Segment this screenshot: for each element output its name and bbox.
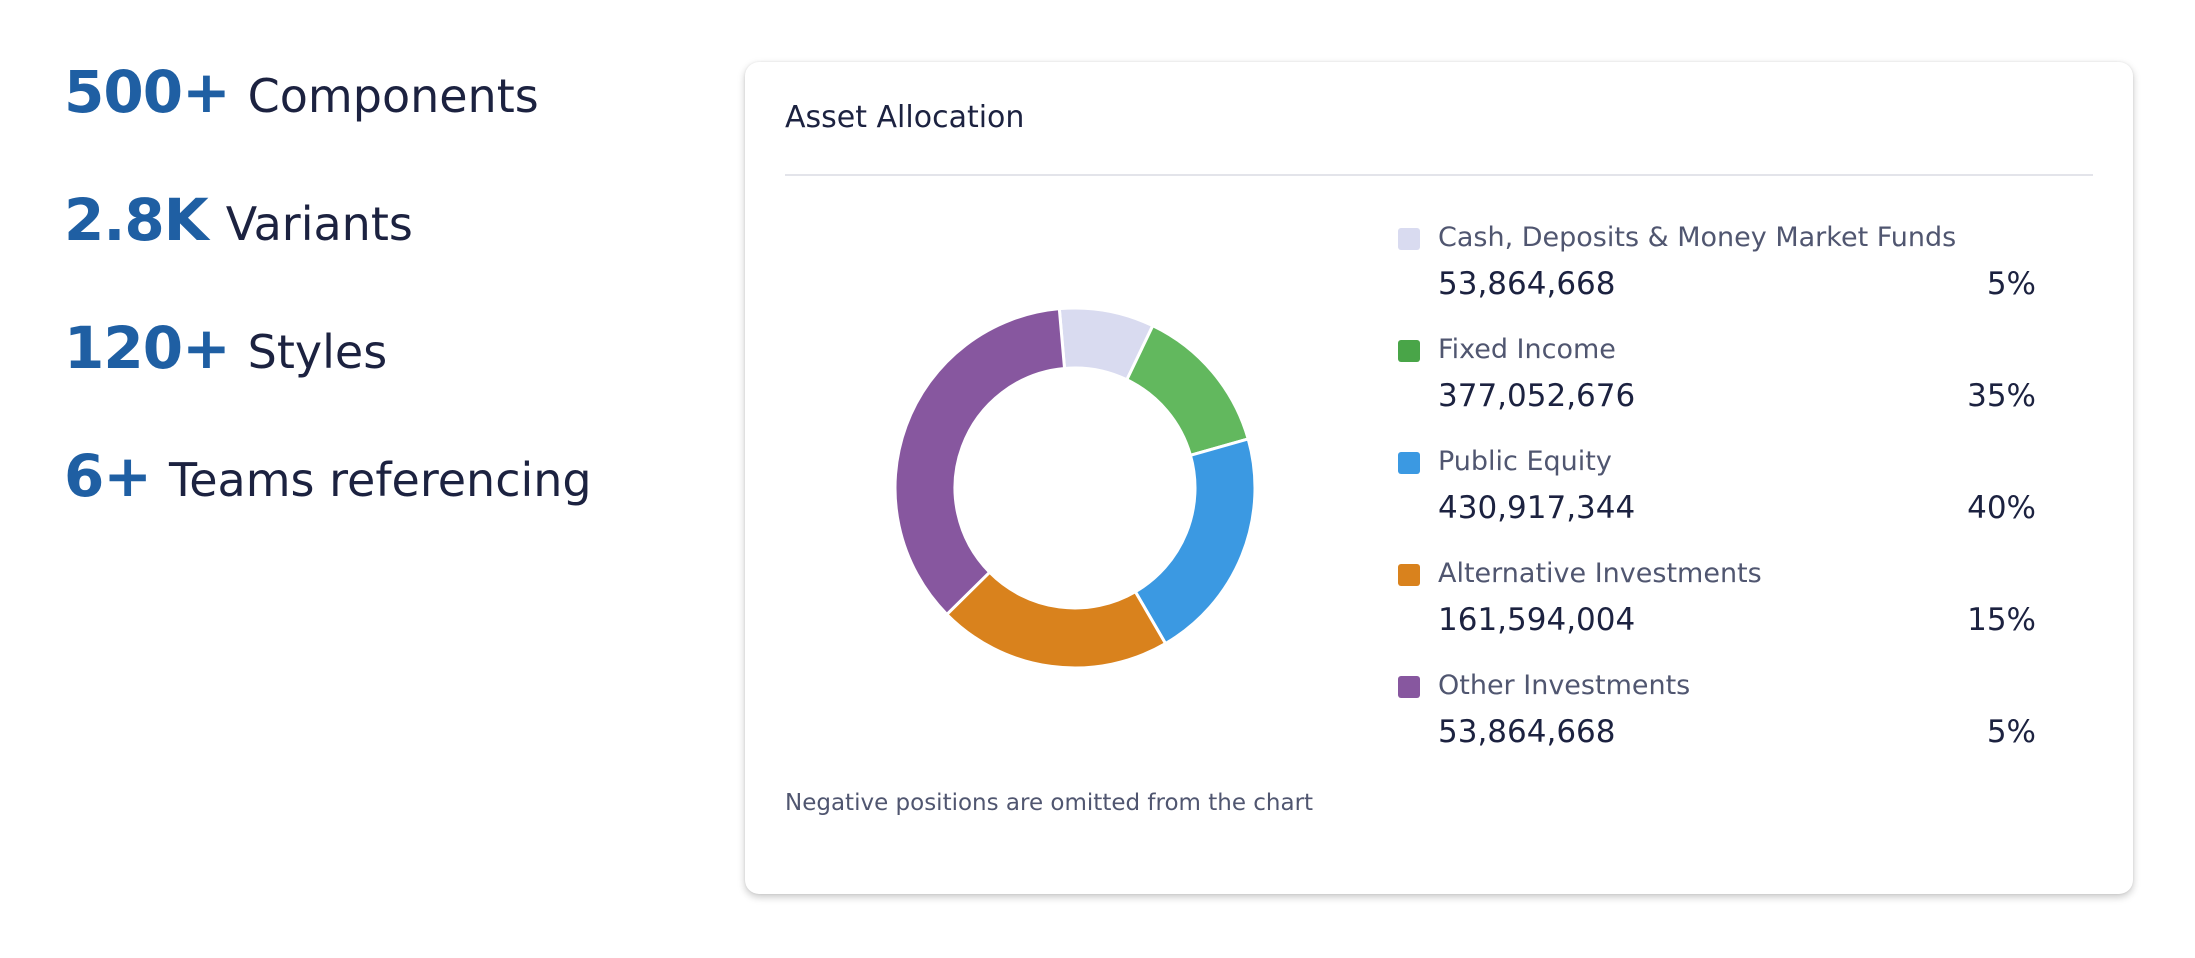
stat-teams: 6+ Teams referencing (64, 442, 704, 530)
divider (785, 174, 2093, 176)
stat-variants: 2.8K Variants (64, 186, 704, 274)
legend-item-alternative-investments: Alternative Investments 161,594,004 15% (1398, 558, 2048, 670)
legend-item-other-investments: Other Investments 53,864,668 5% (1398, 670, 2048, 782)
stat-styles: 120+ Styles (64, 314, 704, 402)
legend-amount: 53,864,668 (1438, 714, 1616, 750)
stat-value: 500+ (64, 58, 231, 126)
legend-swatch (1398, 564, 1420, 586)
legend-label: Fixed Income (1438, 334, 1616, 365)
legend-amount: 53,864,668 (1438, 266, 1616, 302)
legend-amount: 377,052,676 (1438, 378, 1636, 414)
legend-label: Public Equity (1438, 446, 1612, 477)
donut-slice-public-equity[interactable] (1133, 437, 1257, 646)
donut-slice-fixed-income[interactable] (1124, 323, 1251, 458)
stat-label: Teams referencing (168, 453, 592, 507)
legend-percent: 40% (1967, 490, 2036, 526)
legend-amount: 161,594,004 (1438, 602, 1636, 638)
stat-label: Components (247, 69, 539, 123)
donut-slice-alternative-investments[interactable] (944, 570, 1168, 670)
asset-allocation-card: Asset Allocation Cash, Deposits & Money … (745, 62, 2133, 894)
stat-value: 6+ (64, 442, 152, 510)
legend-swatch (1398, 452, 1420, 474)
legend-percent: 15% (1967, 602, 2036, 638)
legend-swatch (1398, 228, 1420, 250)
legend-swatch (1398, 340, 1420, 362)
stat-components: 500+ Components (64, 58, 704, 146)
legend-item-public-equity: Public Equity 430,917,344 40% (1398, 446, 2048, 558)
legend-item-cash: Cash, Deposits & Money Market Funds 53,8… (1398, 222, 2048, 334)
stat-label: Variants (225, 197, 413, 251)
legend-label: Other Investments (1438, 670, 1691, 701)
donut-slice-other-investments[interactable] (893, 307, 1067, 617)
legend-label: Cash, Deposits & Money Market Funds (1438, 222, 1957, 253)
legend-percent: 35% (1967, 378, 2036, 414)
legend-amount: 430,917,344 (1438, 490, 1636, 526)
card-title: Asset Allocation (785, 100, 1025, 135)
legend-item-fixed-income: Fixed Income 377,052,676 35% (1398, 334, 2048, 446)
stat-value: 2.8K (64, 186, 209, 254)
legend-label: Alternative Investments (1438, 558, 1762, 589)
legend-swatch (1398, 676, 1420, 698)
donut-chart (893, 306, 1257, 670)
stat-label: Styles (247, 325, 388, 379)
chart-footnote: Negative positions are omitted from the … (785, 790, 1314, 816)
legend-percent: 5% (1986, 266, 2036, 302)
legend-percent: 5% (1986, 714, 2036, 750)
legend: Cash, Deposits & Money Market Funds 53,8… (1398, 222, 2048, 782)
stat-value: 120+ (64, 314, 231, 382)
stats-panel: 500+ Components 2.8K Variants 120+ Style… (64, 58, 704, 570)
